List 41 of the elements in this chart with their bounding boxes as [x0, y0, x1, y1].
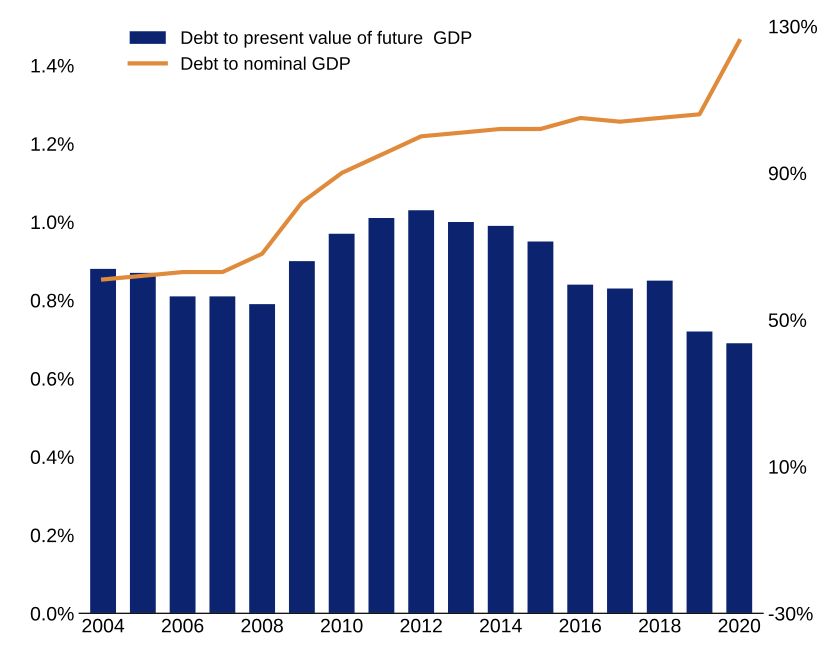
y2-tick-label: 130% [769, 20, 818, 34]
legend-label: Debt to nominal GDP [182, 56, 350, 70]
bar [646, 280, 673, 614]
x-tick-label: 2008 [241, 618, 283, 633]
y2-tick-label: -30% [768, 606, 813, 621]
y-tick-label: 0.4% [30, 450, 74, 464]
x-tick-label: 2012 [400, 618, 442, 633]
bar [726, 343, 752, 614]
y-tick-label: 0.8% [30, 294, 74, 308]
y2-tick-label: 10% [769, 460, 806, 474]
bar [448, 222, 474, 614]
bar [328, 234, 355, 614]
x-tick-label: 2018 [639, 618, 681, 633]
x-tick-label: 2010 [321, 618, 363, 633]
y-tick-label: 1.0% [32, 215, 74, 230]
bar [368, 218, 394, 614]
y-tick-label: 0.2% [30, 528, 74, 542]
y-tick-label: 0.6% [30, 372, 74, 386]
x-tick-label: 2020 [718, 618, 760, 633]
bar [567, 284, 594, 614]
x-tick-label: 2014 [480, 618, 522, 633]
bar [170, 296, 196, 614]
bar [607, 288, 633, 614]
bar [528, 242, 554, 614]
bar [488, 226, 514, 614]
y2-tick-label: 90% [768, 166, 806, 180]
y-tick-label: 1.2% [32, 137, 74, 151]
bar [90, 268, 116, 614]
y-tick-label: 0.0% [30, 606, 74, 621]
bar [288, 261, 315, 614]
x-tick-label: 2016 [560, 618, 601, 633]
x-tick-label: 2004 [82, 618, 124, 633]
x-tick-label: 2006 [162, 618, 204, 633]
bar [408, 210, 434, 614]
bar [686, 332, 712, 614]
bar [249, 304, 276, 614]
bar [130, 272, 156, 614]
y2-tick-label: 50% [768, 313, 806, 328]
legend-label: Debt to present value of future GDP [182, 30, 472, 48]
bar [209, 296, 236, 614]
y-tick-label: 1.4% [32, 58, 74, 73]
